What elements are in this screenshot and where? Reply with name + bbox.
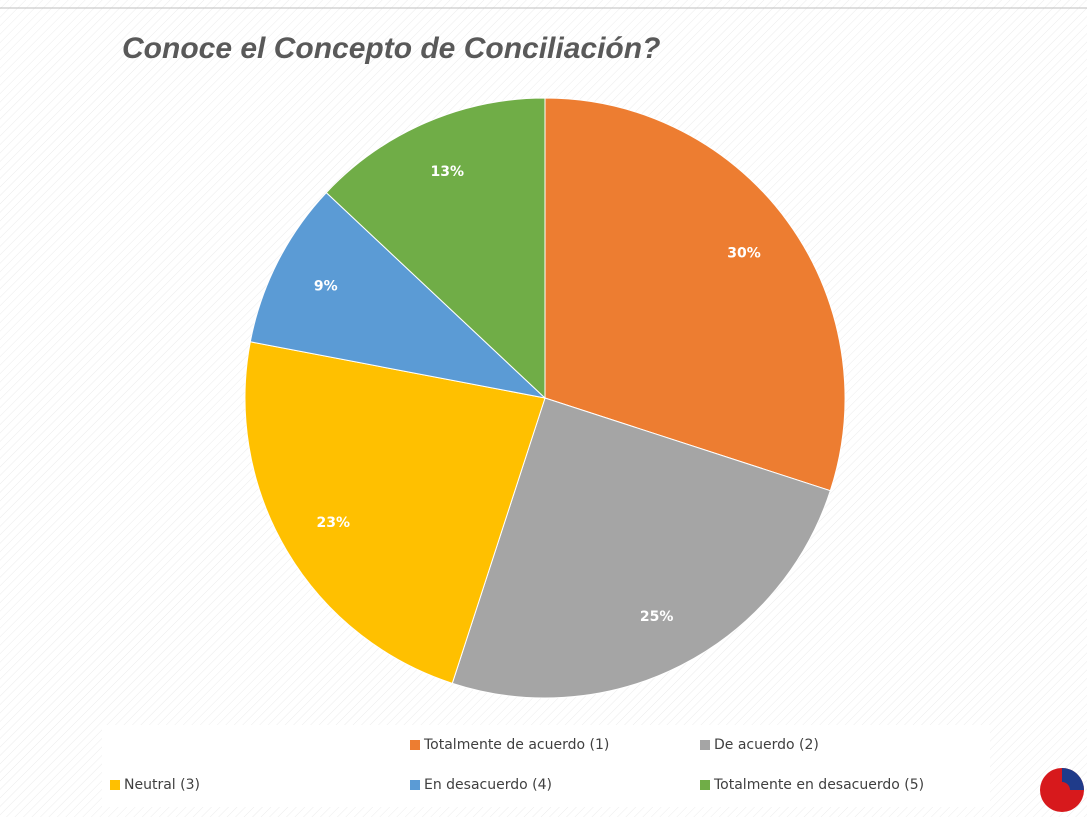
data-label: 9% <box>314 278 338 294</box>
legend-swatch <box>410 780 420 790</box>
pie-slice <box>244 341 546 684</box>
pie-slice <box>451 397 831 699</box>
chart-title: Conoce el Concepto de Conciliación? <box>122 32 660 65</box>
pie-slice <box>249 191 547 399</box>
data-label: 30% <box>727 245 761 261</box>
legend-swatch <box>110 780 120 790</box>
legend-label: En desacuerdo (4) <box>424 777 552 793</box>
legend-swatch <box>700 780 710 790</box>
legend-label: Totalmente de acuerdo (1) <box>423 737 609 753</box>
legend-swatch <box>700 740 710 750</box>
logo <box>1040 768 1084 812</box>
legend-label: Neutral (3) <box>124 777 200 793</box>
pie-slice <box>544 97 846 492</box>
data-label: 13% <box>431 164 465 180</box>
legend-swatch <box>410 740 420 750</box>
legend-label: De acuerdo (2) <box>714 737 819 753</box>
data-label: 25% <box>640 609 674 625</box>
legend-label: Totalmente en desacuerdo (5) <box>713 777 924 793</box>
pie-slice <box>325 97 546 400</box>
legend-box <box>102 725 990 807</box>
data-label: 23% <box>316 515 350 531</box>
